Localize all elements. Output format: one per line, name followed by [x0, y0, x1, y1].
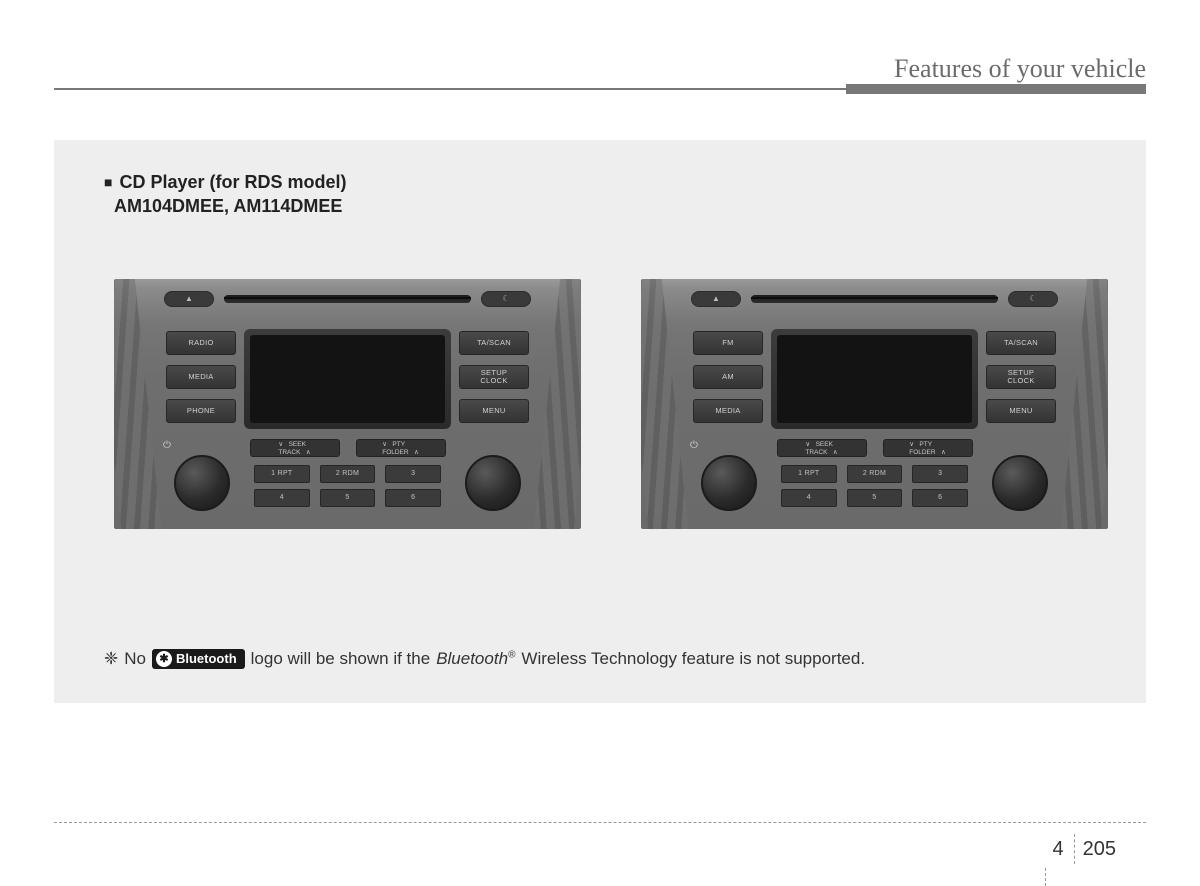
volume-knob[interactable]	[174, 455, 230, 511]
ta-scan-button[interactable]: TA/SCAN	[986, 331, 1056, 355]
note-text-pre: No	[124, 649, 146, 669]
footer-tick	[1045, 868, 1046, 886]
volume-knob[interactable]	[701, 455, 757, 511]
page-header: Features of your vehicle	[54, 60, 1146, 100]
dim-button[interactable]: ☾	[1008, 291, 1058, 307]
preset-2[interactable]: 2 RDM	[847, 465, 903, 483]
preset-grid: 1 RPT 2 RDM 3 4 5 6	[254, 465, 441, 507]
display-screen	[250, 335, 445, 423]
note-bluetooth-italic: Bluetooth®	[436, 649, 515, 669]
section-number: 4	[1053, 838, 1074, 861]
vent-right	[1061, 279, 1108, 529]
radio-images-row: ▲ ☾ RADIO MEDIA PHONE TA/SCAN SETUP CLOC…	[114, 279, 1108, 529]
section-marker: ■	[104, 173, 112, 192]
menu-button[interactable]: MENU	[459, 399, 529, 423]
note-text-mid: logo will be shown if the	[251, 649, 431, 669]
section-title-line2: AM104DMEE, AM114DMEE	[114, 196, 342, 216]
preset-2[interactable]: 2 RDM	[320, 465, 376, 483]
dim-button[interactable]: ☾	[481, 291, 531, 307]
preset-grid: 1 RPT 2 RDM 3 4 5 6	[781, 465, 968, 507]
phone-button[interactable]: PHONE	[166, 399, 236, 423]
bluetooth-badge: ✱ Bluetooth	[152, 649, 245, 669]
page-footer: 4 205	[54, 822, 1146, 823]
preset-6[interactable]: 6	[912, 489, 968, 507]
disc-slot[interactable]	[751, 295, 998, 303]
eject-button[interactable]: ▲	[691, 291, 741, 307]
top-strip: ▲ ☾	[164, 289, 531, 309]
right-button-column: TA/SCAN SETUP CLOCK MENU	[459, 331, 529, 423]
footer-dash-line	[54, 822, 1146, 823]
manual-page: Features of your vehicle ■ CD Player (fo…	[0, 0, 1200, 861]
menu-button[interactable]: MENU	[986, 399, 1056, 423]
page-number-value: 205	[1083, 838, 1116, 861]
seek-track-button[interactable]: ∨ SEEK TRACK ∧	[777, 439, 867, 457]
preset-5[interactable]: 5	[847, 489, 903, 507]
pty-folder-button[interactable]: ∨ PTY FOLDER ∧	[356, 439, 446, 457]
setup-clock-button[interactable]: SETUP CLOCK	[459, 365, 529, 389]
header-rule-thick	[846, 84, 1146, 94]
note-text-post: Wireless Technology feature is not suppo…	[521, 649, 865, 669]
power-icon: ⏻	[160, 440, 174, 451]
seek-track-button[interactable]: ∨ SEEK TRACK ∧	[250, 439, 340, 457]
preset-4[interactable]: 4	[254, 489, 310, 507]
setup-clock-button[interactable]: SETUP CLOCK	[986, 365, 1056, 389]
preset-3[interactable]: 3	[385, 465, 441, 483]
vent-left	[114, 279, 161, 529]
section-title-line1: CD Player (for RDS model)	[119, 172, 346, 192]
left-button-column: FM AM MEDIA	[693, 331, 763, 423]
ta-scan-button[interactable]: TA/SCAN	[459, 331, 529, 355]
eject-button[interactable]: ▲	[164, 291, 214, 307]
page-number-divider	[1074, 834, 1075, 864]
bluetooth-word: Bluetooth	[176, 651, 237, 666]
preset-3[interactable]: 3	[912, 465, 968, 483]
vent-right	[534, 279, 581, 529]
note-asterisk: ❈	[104, 649, 118, 669]
am-button[interactable]: AM	[693, 365, 763, 389]
preset-5[interactable]: 5	[320, 489, 376, 507]
tune-knob[interactable]	[992, 455, 1048, 511]
content-panel: ■ CD Player (for RDS model) AM104DMEE, A…	[54, 140, 1146, 703]
preset-1[interactable]: 1 RPT	[781, 465, 837, 483]
vent-left	[641, 279, 688, 529]
left-button-column: RADIO MEDIA PHONE	[166, 331, 236, 423]
preset-1[interactable]: 1 RPT	[254, 465, 310, 483]
display-frame	[244, 329, 451, 429]
power-icon: ⏻	[687, 440, 701, 451]
pty-folder-button[interactable]: ∨ PTY FOLDER ∧	[883, 439, 973, 457]
header-title: Features of your vehicle	[894, 54, 1146, 84]
section-title: ■ CD Player (for RDS model) AM104DMEE, A…	[104, 170, 1108, 219]
display-frame	[771, 329, 978, 429]
display-screen	[777, 335, 972, 423]
preset-6[interactable]: 6	[385, 489, 441, 507]
bluetooth-note: ❈ No ✱ Bluetooth logo will be shown if th…	[104, 649, 1108, 669]
disc-slot[interactable]	[224, 295, 471, 303]
bluetooth-icon: ✱	[156, 651, 172, 667]
top-strip: ▲ ☾	[691, 289, 1058, 309]
radio-button[interactable]: RADIO	[166, 331, 236, 355]
preset-4[interactable]: 4	[781, 489, 837, 507]
right-button-column: TA/SCAN SETUP CLOCK MENU	[986, 331, 1056, 423]
radio-unit-right: ▲ ☾ FM AM MEDIA TA/SCAN SETUP CLOCK MENU	[641, 279, 1108, 529]
radio-unit-left: ▲ ☾ RADIO MEDIA PHONE TA/SCAN SETUP CLOC…	[114, 279, 581, 529]
seek-row: ∨ SEEK TRACK ∧ ∨ PTY FOLDER ∧	[771, 439, 978, 459]
tune-knob[interactable]	[465, 455, 521, 511]
media-button[interactable]: MEDIA	[166, 365, 236, 389]
media-button[interactable]: MEDIA	[693, 399, 763, 423]
fm-button[interactable]: FM	[693, 331, 763, 355]
page-number: 4 205	[1053, 834, 1117, 864]
seek-row: ∨ SEEK TRACK ∧ ∨ PTY FOLDER ∧	[244, 439, 451, 459]
